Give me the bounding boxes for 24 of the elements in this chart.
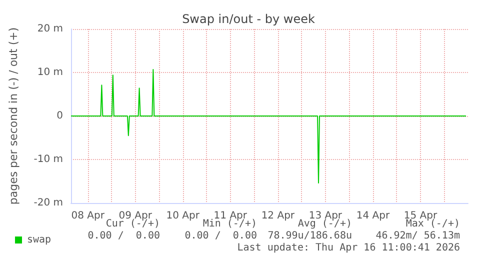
text: 78.99u/186.68u	[268, 230, 352, 242]
y-axis-title: pages per second in (-) / out (+)	[7, 27, 20, 205]
legend-label: swap	[27, 234, 52, 246]
text: Last update: Thu Apr 16 11:00:41 2026	[237, 242, 460, 254]
x-tick-label: 11 Apr	[214, 210, 248, 222]
x-tick-label: 14 Apr	[356, 210, 390, 222]
line-series	[70, 68, 467, 184]
text: 0.00 / 0.00	[184, 230, 257, 242]
x-tick-label: 10 Apr	[166, 210, 200, 222]
chart-title: Swap in/out - by week	[182, 12, 315, 26]
x-tick-label: 12 Apr	[261, 210, 296, 222]
text: Min (-/+)	[202, 218, 257, 230]
y-tick-label: 10 m	[37, 67, 63, 78]
text: 46.92m/ 56.13m	[376, 230, 460, 242]
y-tick-label: 0	[56, 110, 63, 122]
x-tick-label: 08 Apr	[71, 210, 106, 222]
text: Max (-/+)	[406, 218, 460, 230]
text: Avg (-/+)	[298, 218, 352, 230]
text: Cur (-/+)	[106, 218, 160, 230]
y-tick-label: 20 m	[37, 24, 63, 34]
y-tick-label: -20 m	[34, 198, 63, 208]
text: 0.00 / 0.00	[88, 230, 160, 242]
x-tick-label: 13 Apr	[308, 210, 343, 222]
y-tick-label: -10 m	[34, 154, 63, 165]
